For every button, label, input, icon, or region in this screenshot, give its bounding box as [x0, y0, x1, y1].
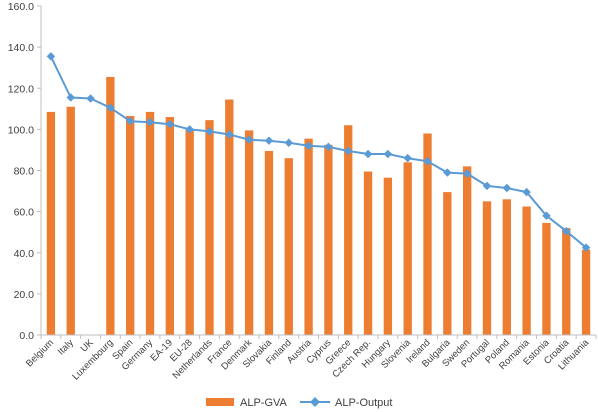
y-tick-label: 140.0 — [8, 42, 34, 54]
point-greece — [343, 146, 353, 156]
bar-ireland — [423, 133, 432, 335]
bar-bulgaria — [443, 192, 452, 335]
point-luxembourg — [106, 103, 115, 113]
bar-germany — [145, 111, 155, 335]
y-tick-label: 20.0 — [14, 289, 35, 301]
point-belgium — [46, 52, 56, 61]
point-sweden — [462, 169, 472, 178]
bar-hungary — [383, 177, 393, 335]
legend-marker-alp-output — [310, 397, 320, 407]
bar-sweden — [462, 166, 472, 335]
point-czech-rep — [363, 149, 373, 159]
point-eu-28 — [185, 125, 194, 134]
legend-swatch-alp-gva — [206, 398, 234, 406]
point-france — [225, 130, 234, 139]
y-tick-label: 100.0 — [8, 124, 34, 136]
bar-cyprus — [324, 144, 333, 335]
bar-croatia — [562, 228, 571, 335]
legend: ALP-GVA ALP-Output — [206, 397, 392, 409]
line-alp-output — [49, 55, 587, 249]
point-finland — [284, 138, 294, 147]
bar-finland — [284, 158, 293, 335]
line-series-alp-output — [46, 52, 591, 252]
point-portugal — [482, 181, 492, 191]
x-tick-label-belgium: Belgium — [24, 337, 56, 369]
bar-slovenia — [403, 162, 412, 335]
bar-netherlands — [205, 120, 214, 335]
y-tick-label: 80.0 — [14, 166, 35, 178]
bar-ea-19 — [165, 117, 175, 335]
bar-czech-rep — [363, 171, 373, 335]
bar-eu-28 — [185, 129, 194, 335]
bar-spain — [126, 116, 135, 336]
bar-denmark — [244, 130, 254, 335]
bar-luxembourg — [106, 76, 115, 336]
bar-austria — [304, 138, 313, 335]
y-tick-label: 0.0 — [19, 330, 34, 342]
x-axis: Belgium Italy UKLuxembourgSpainGermanyEA-1… — [24, 334, 597, 382]
x-tick-label-italy: Italy — [56, 337, 76, 357]
point-germany — [145, 117, 155, 127]
legend-label-alp-gva: ALP-GVA — [240, 397, 288, 409]
y-axis: 0.0 20.0 40.0 60.0 80.0 100.0 120.0 140.0 160.0 — [8, 1, 42, 342]
bar-poland — [502, 199, 511, 335]
bar-series-alp-gva — [46, 76, 591, 336]
point-slovakia — [264, 136, 274, 145]
point-netherlands — [205, 127, 214, 136]
point-austria — [304, 141, 313, 151]
point-poland — [502, 183, 512, 193]
point-slovenia — [403, 153, 412, 163]
bar-france — [225, 99, 234, 335]
bar-slovakia — [264, 150, 274, 335]
bar-belgium — [46, 111, 56, 335]
y-tick-label: 40.0 — [14, 248, 35, 260]
bar-greece — [344, 125, 353, 335]
bar-estonia — [542, 222, 551, 335]
point-ea-19 — [165, 119, 175, 129]
legend-label-alp-output: ALP-Output — [335, 397, 392, 409]
y-tick-label: 160.0 — [8, 1, 34, 13]
y-tick-label: 60.0 — [14, 207, 35, 219]
point-ireland — [423, 157, 432, 166]
point-spain — [125, 116, 135, 126]
y-tick-label: 120.0 — [8, 83, 34, 95]
bar-lithuania — [581, 249, 591, 335]
point-uk — [86, 94, 95, 103]
bar-portugal — [482, 201, 492, 335]
point-denmark — [244, 135, 254, 144]
point-italy — [66, 93, 75, 102]
bar-romania — [522, 206, 531, 335]
point-cyprus — [324, 142, 333, 152]
bar-italy — [66, 106, 75, 335]
point-bulgaria — [443, 168, 452, 177]
point-hungary — [383, 149, 393, 159]
